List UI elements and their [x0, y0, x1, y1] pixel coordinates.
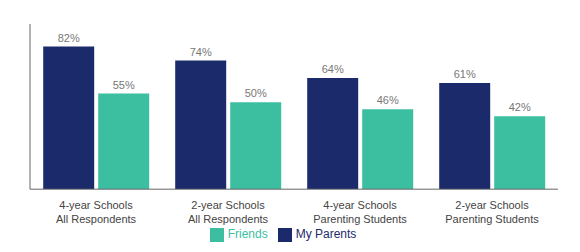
svg-text:55%: 55% [113, 79, 135, 91]
svg-text:64%: 64% [322, 63, 344, 75]
svg-text:4-year SchoolsAll Respondents: 4-year SchoolsAll Respondents [56, 199, 137, 225]
svg-text:2-year SchoolsAll Respondents: 2-year SchoolsAll Respondents [188, 199, 269, 225]
svg-text:74%: 74% [190, 46, 212, 58]
svg-text:61%: 61% [454, 68, 476, 80]
html-text:Friends: Friends [227, 227, 268, 242]
svg-text:4-year SchoolsParenting Studen: 4-year SchoolsParenting Students [313, 199, 407, 225]
svg-text:82%: 82% [58, 32, 80, 44]
svg-text:2-year SchoolsParenting Studen: 2-year SchoolsParenting Students [445, 199, 539, 225]
html-text:My Parents: My Parents [295, 227, 357, 242]
svg-text:50%: 50% [245, 87, 267, 99]
svg-text:42%: 42% [509, 101, 531, 113]
svg-text:46%: 46% [377, 94, 399, 106]
